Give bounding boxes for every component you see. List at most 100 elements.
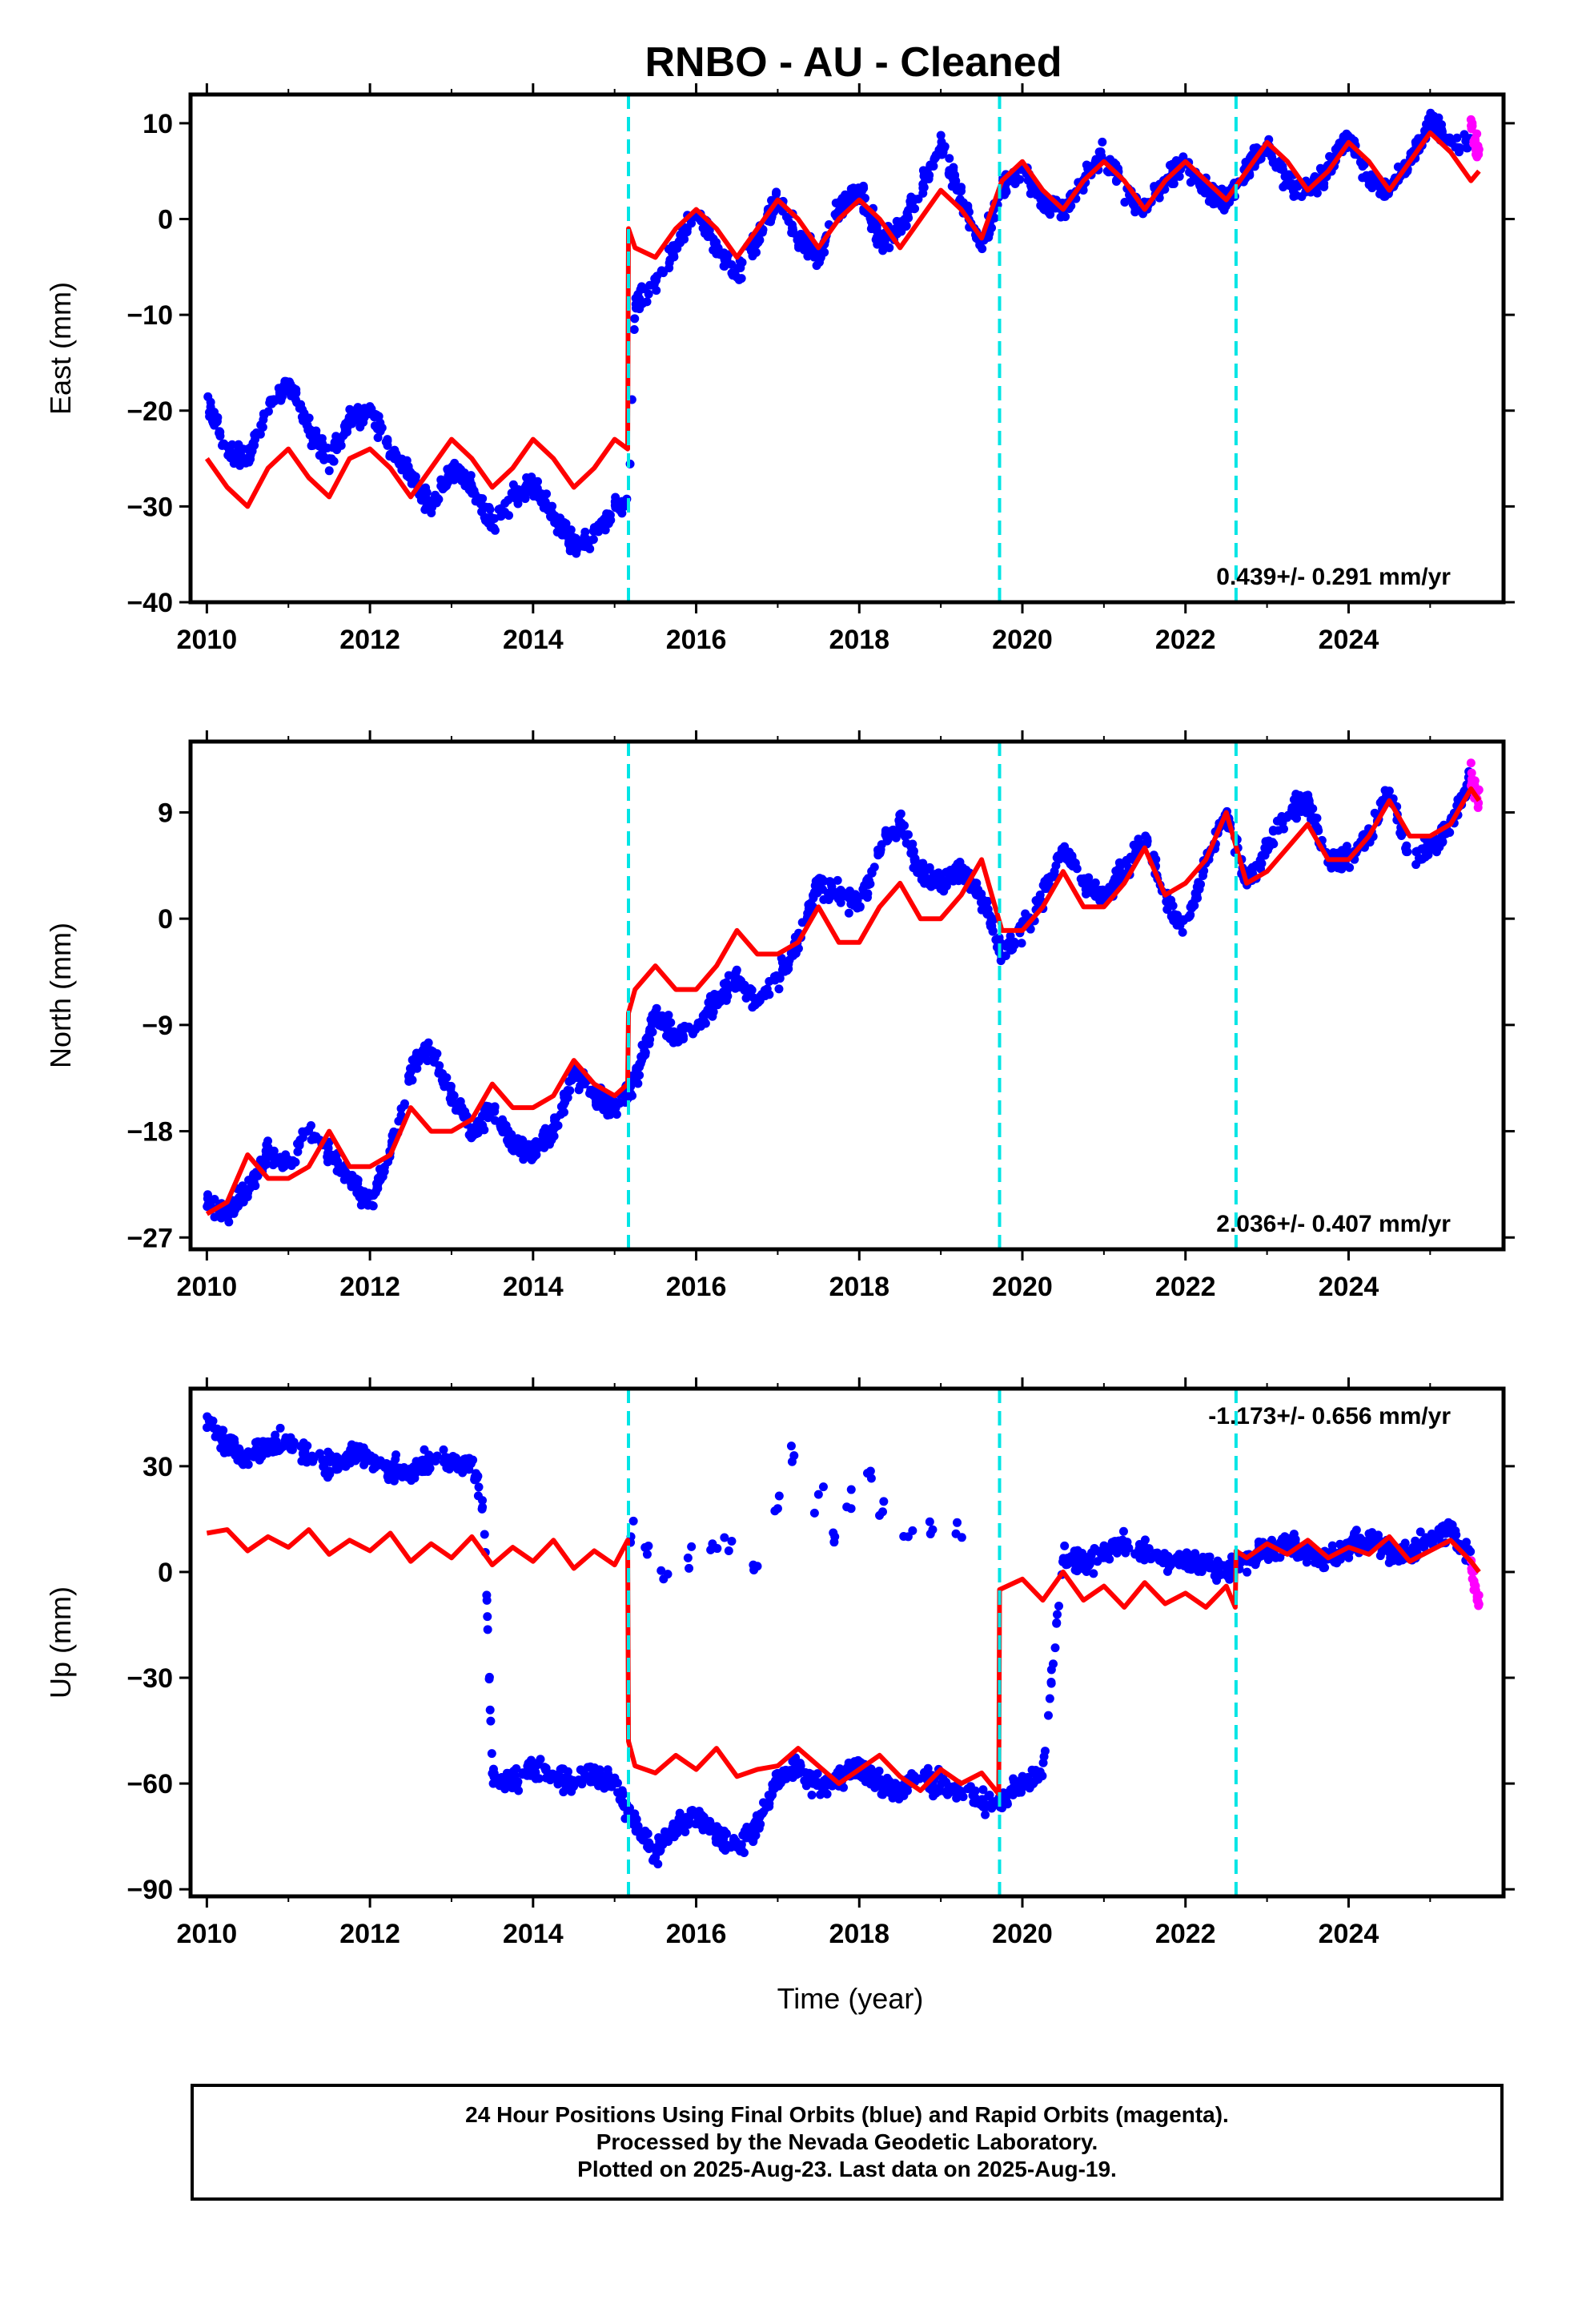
data-point [978, 1802, 988, 1811]
data-point [590, 1771, 600, 1780]
data-point [740, 980, 749, 990]
data-point [712, 238, 721, 247]
data-point [486, 1716, 496, 1726]
data-point [604, 1781, 613, 1791]
data-point [1180, 1551, 1190, 1561]
data-point [725, 982, 734, 991]
data-point [1315, 163, 1325, 173]
data-point [955, 857, 965, 866]
x-tick-label: 2022 [1155, 1919, 1216, 1949]
data-point [862, 893, 872, 903]
data-point [1100, 1545, 1110, 1554]
data-point [1173, 911, 1182, 920]
data-point [801, 1767, 810, 1777]
data-point [750, 999, 760, 1009]
data-point [1358, 162, 1367, 171]
data-point [251, 1445, 261, 1454]
x-tick-label: 2022 [1155, 1272, 1216, 1302]
data-point [864, 876, 873, 886]
data-point [721, 995, 731, 1005]
data-point [819, 895, 829, 904]
data-point [604, 510, 614, 520]
x-tick-label: 2016 [666, 625, 727, 655]
data-point [588, 526, 598, 536]
data-point [1027, 1765, 1037, 1775]
data-point [673, 1031, 682, 1041]
footer-caption: 24 Hour Positions Using Final Orbits (bl… [191, 2084, 1504, 2201]
data-point [283, 1155, 293, 1164]
data-point [239, 444, 248, 454]
data-point [807, 1790, 817, 1799]
data-point [1462, 1538, 1472, 1547]
y-tick-label: 10 [143, 109, 173, 139]
data-point [317, 434, 327, 444]
data-point [664, 1011, 673, 1020]
data-point [303, 1453, 313, 1462]
data-point [446, 1081, 456, 1091]
data-point [486, 1103, 496, 1112]
data-point [429, 1057, 439, 1067]
data-point [588, 535, 598, 545]
model-fit-line [204, 130, 1481, 509]
panel-frame [188, 1386, 1506, 1899]
data-point [600, 1098, 609, 1108]
data-point [1186, 1558, 1195, 1568]
data-point [1111, 159, 1121, 169]
data-point [844, 908, 853, 918]
data-point [355, 422, 365, 432]
data-point [389, 1127, 399, 1136]
data-point [1325, 151, 1335, 161]
data-point [905, 197, 915, 207]
data-point [775, 1769, 785, 1779]
data-point [740, 1826, 749, 1835]
data-point [877, 840, 886, 850]
data-point [727, 259, 737, 269]
data-point [483, 1625, 492, 1634]
data-point [564, 537, 574, 546]
data-point [1186, 903, 1195, 912]
data-point [275, 395, 284, 404]
data-point [387, 1474, 396, 1484]
data-point [635, 1059, 644, 1068]
data-point [826, 879, 836, 889]
data-point [423, 1466, 432, 1476]
data-point [546, 512, 556, 521]
data-point [640, 1046, 649, 1055]
data-point [563, 1085, 572, 1095]
data-point [517, 1147, 527, 1156]
data-point [683, 1553, 693, 1562]
data-point [1445, 133, 1455, 143]
data-point [847, 895, 857, 905]
data-point [1178, 916, 1188, 926]
data-point [496, 1120, 505, 1130]
data-point [556, 1765, 565, 1775]
data-point [412, 1051, 421, 1061]
data-point [756, 993, 765, 1003]
data-point [204, 1417, 214, 1426]
data-point [809, 893, 818, 903]
plot-area [203, 1412, 1484, 1869]
data-point [984, 1791, 994, 1801]
data-point [748, 251, 757, 261]
data-point [355, 1185, 365, 1195]
data-point [1041, 882, 1050, 891]
data-point [699, 1011, 709, 1021]
data-point [504, 1771, 513, 1780]
data-point [476, 495, 486, 505]
data-point [813, 1490, 823, 1499]
data-point [391, 449, 401, 459]
data-point [1120, 198, 1130, 207]
series-0-points [203, 767, 1474, 1227]
x-tick-label: 2010 [177, 625, 238, 655]
data-point [1115, 869, 1125, 879]
data-point [749, 1565, 759, 1574]
data-point [513, 499, 523, 509]
data-point [1292, 814, 1302, 823]
model-fit-line [205, 786, 1481, 1216]
data-point [596, 517, 606, 526]
series-1-points [1466, 758, 1484, 812]
panel-frame [188, 739, 1506, 1252]
data-point [487, 1749, 496, 1759]
data-point [567, 1787, 576, 1796]
data-point [789, 1757, 798, 1767]
